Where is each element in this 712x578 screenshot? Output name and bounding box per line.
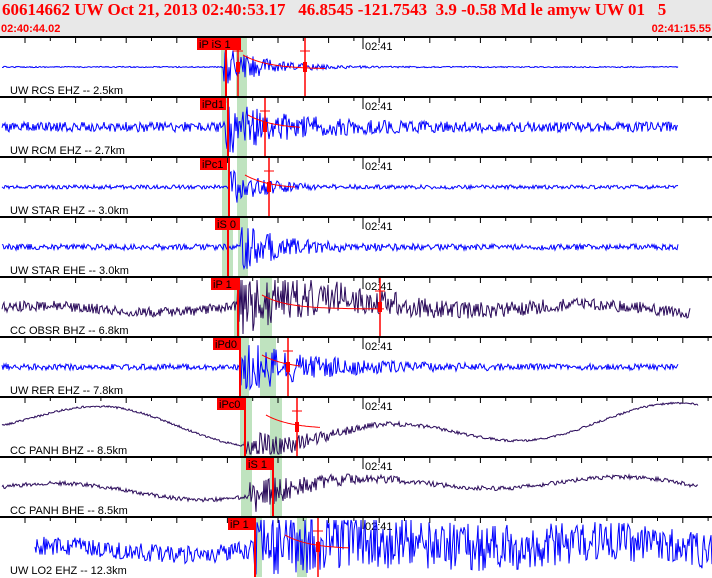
station-label: UW LO2 EHZ -- 12.3km xyxy=(10,565,127,577)
station-label: CC OBSR BHZ -- 6.8km xyxy=(10,325,129,337)
waveform xyxy=(1,279,691,335)
trace-panel[interactable]: 02:41 iPd1 UW RCM EHZ -- 2.7km xyxy=(0,96,712,157)
pick-window xyxy=(222,158,228,217)
waveform xyxy=(34,519,712,575)
waveform xyxy=(1,227,679,270)
trace-panel[interactable]: 02:41 iPd0 UW RER EHZ -- 7.8km xyxy=(0,336,712,397)
pick-window xyxy=(236,38,247,97)
pick-window xyxy=(221,38,227,97)
pick-window xyxy=(241,458,252,517)
amplitude-marker xyxy=(236,62,240,72)
tick-label: 02:41 xyxy=(365,281,393,293)
pick-label: iPd1 xyxy=(202,99,224,111)
amplitude-marker xyxy=(267,182,271,192)
station-label: UW RCM EHZ -- 2.7km xyxy=(10,145,125,157)
pick-label: iP 1 xyxy=(230,519,249,531)
tick-label: 02:41 xyxy=(365,161,393,173)
pick-label-box[interactable] xyxy=(217,398,244,410)
tick-label: 02:41 xyxy=(365,521,393,533)
trace-panel[interactable]: 02:41 iS 1 CC PANH BHE -- 8.5km xyxy=(0,456,712,517)
tick-label: 02:41 xyxy=(365,341,393,353)
pick-label-box[interactable] xyxy=(228,518,254,530)
station-label: CC PANH BHZ -- 8.5km xyxy=(10,445,127,457)
pick-label: iPd0 xyxy=(215,339,237,351)
end-time: 02:41:15.55 xyxy=(651,23,711,35)
waveform xyxy=(1,106,679,153)
pick-label-box[interactable] xyxy=(197,38,241,50)
coda-curve xyxy=(261,294,384,310)
pick-label: iP iS 1 xyxy=(199,39,231,51)
coda-curve xyxy=(242,54,326,69)
station-label: UW STAR EHZ -- 3.0km xyxy=(10,205,128,217)
station-label: UW RER EHZ -- 7.8km xyxy=(10,385,123,397)
pick-window xyxy=(237,98,247,157)
coda-curve xyxy=(261,354,301,367)
pick-label: iP 1 xyxy=(213,279,232,291)
amplitude-marker xyxy=(295,422,299,432)
pick-label: iPc0 xyxy=(219,399,240,411)
pick-label: iS 1 xyxy=(248,459,267,471)
pick-label: iPc1 xyxy=(202,159,223,171)
tick-label: 02:41 xyxy=(365,221,393,233)
amplitude-marker xyxy=(263,122,267,132)
amplitude-marker xyxy=(286,362,290,372)
start-time: 02:40:44.02 xyxy=(1,23,61,35)
pick-label-box[interactable] xyxy=(213,338,239,350)
waveform xyxy=(1,473,699,512)
pick-label-box[interactable] xyxy=(246,458,273,470)
amplitude-marker xyxy=(378,302,382,312)
pick-label-box[interactable] xyxy=(200,98,226,110)
trace-panel[interactable]: 02:41 iP 1 CC OBSR BHZ -- 6.8km xyxy=(0,276,712,337)
coda-curve xyxy=(265,414,321,428)
station-label: UW RCS EHZ -- 2.5km xyxy=(10,85,123,97)
trace-panel[interactable]: 02:41 iP 1 UW LO2 EHZ -- 12.3km xyxy=(0,516,712,577)
station-label: CC PANH BHE -- 8.5km xyxy=(10,505,128,517)
amplitude-marker xyxy=(316,542,320,552)
pick-label-box[interactable] xyxy=(215,218,240,230)
waveform xyxy=(1,345,679,391)
event-title: 60614662 UW Oct 21, 2013 02:40:53.17 46.… xyxy=(2,0,667,19)
coda-curve xyxy=(247,114,301,128)
header-bar: 60614662 UW Oct 21, 2013 02:40:53.17 46.… xyxy=(0,0,712,37)
trace-panel[interactable]: 02:41 iP iS 1 UW RCS EHZ -- 2.5km xyxy=(0,36,712,97)
tick-label: 02:41 xyxy=(365,41,393,53)
trace-panel[interactable]: 02:41 iPc0 CC PANH BHZ -- 8.5km xyxy=(0,396,712,457)
pick-window xyxy=(237,158,247,217)
station-label: UW STAR EHE -- 3.0km xyxy=(10,265,129,277)
waveform xyxy=(1,45,679,84)
tick-label: 02:41 xyxy=(365,101,393,113)
pick-label: iS 0 xyxy=(217,219,236,231)
pick-label-box[interactable] xyxy=(200,158,227,170)
trace-panel[interactable]: 02:41 iS 0 UW STAR EHE -- 3.0km xyxy=(0,216,712,277)
tick-label: 02:41 xyxy=(365,461,393,473)
tick-label: 02:41 xyxy=(365,401,393,413)
pick-window xyxy=(255,518,262,577)
pick-label-box[interactable] xyxy=(211,278,240,290)
amplitude-marker xyxy=(303,62,307,72)
trace-panel[interactable]: 02:41 iPc1 UW STAR EHZ -- 3.0km xyxy=(0,156,712,217)
waveform xyxy=(1,401,699,455)
waveform xyxy=(1,169,679,203)
